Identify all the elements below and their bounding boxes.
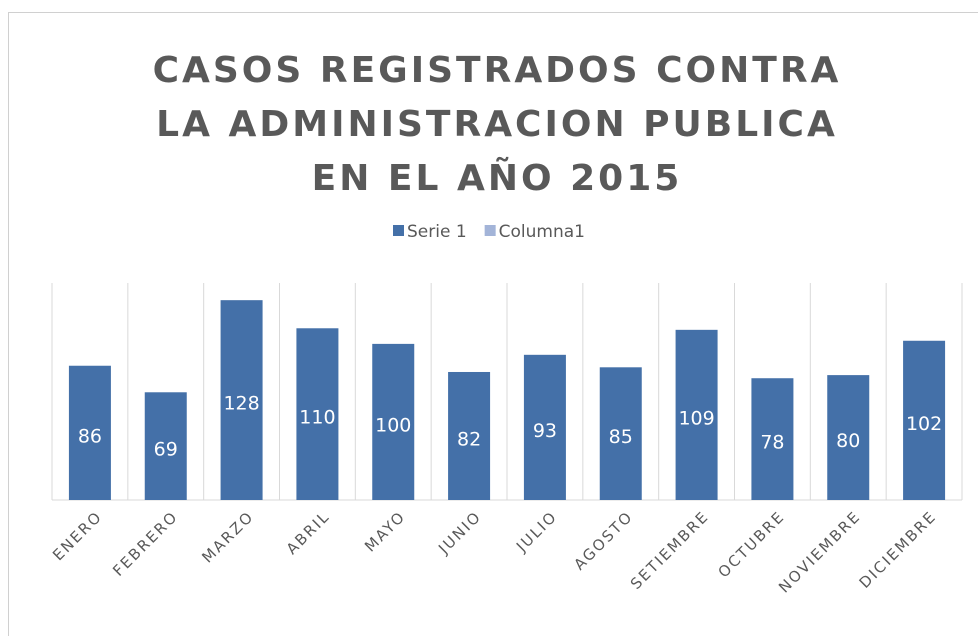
data-label: 93 bbox=[533, 420, 557, 442]
legend-label: Serie 1 bbox=[407, 222, 467, 242]
data-label: 80 bbox=[836, 430, 860, 452]
data-label: 69 bbox=[154, 439, 178, 461]
data-label: 102 bbox=[906, 413, 942, 435]
x-tick-label: AGOSTO bbox=[570, 507, 636, 573]
bar bbox=[751, 378, 794, 500]
bar bbox=[523, 354, 566, 500]
bar bbox=[827, 375, 870, 500]
data-label: 78 bbox=[760, 432, 784, 454]
x-tick-label: NOVIEMBRE bbox=[775, 507, 864, 596]
bar bbox=[599, 367, 642, 500]
legend-label: Columna1 bbox=[499, 222, 585, 242]
bar bbox=[675, 329, 718, 500]
bar bbox=[220, 300, 263, 500]
x-tick-label: DICIEMBRE bbox=[856, 507, 940, 591]
legend-swatch bbox=[393, 225, 404, 236]
legend-swatch bbox=[484, 225, 496, 236]
bar bbox=[903, 340, 946, 500]
data-label: 82 bbox=[457, 428, 481, 450]
data-label: 128 bbox=[223, 393, 259, 415]
bar bbox=[448, 371, 491, 500]
chart-frame bbox=[8, 12, 978, 636]
bar bbox=[68, 365, 111, 500]
data-label: 86 bbox=[78, 425, 102, 447]
x-tick-label: JULIO bbox=[512, 507, 561, 556]
x-tick-label: JUNIO bbox=[434, 507, 485, 558]
bar bbox=[372, 343, 415, 500]
x-tick-label: MARZO bbox=[198, 507, 257, 566]
x-tick-label: ABRIL bbox=[283, 507, 334, 558]
x-tick-label: ENERO bbox=[49, 507, 106, 564]
data-label: 100 bbox=[375, 414, 411, 436]
data-label: 110 bbox=[299, 407, 335, 429]
bar bbox=[296, 328, 339, 500]
x-tick-label: SETIEMBRE bbox=[627, 507, 713, 593]
x-tick-label: MAYO bbox=[361, 507, 409, 555]
x-tick-label: OCTUBRE bbox=[714, 507, 788, 581]
x-tick-label: FEBRERO bbox=[109, 507, 182, 580]
data-label: 109 bbox=[678, 407, 714, 429]
chart-title: CASOS REGISTRADOS CONTRA LA ADMINISTRACI… bbox=[152, 50, 842, 199]
data-label: 85 bbox=[609, 426, 633, 448]
bar bbox=[144, 392, 187, 500]
